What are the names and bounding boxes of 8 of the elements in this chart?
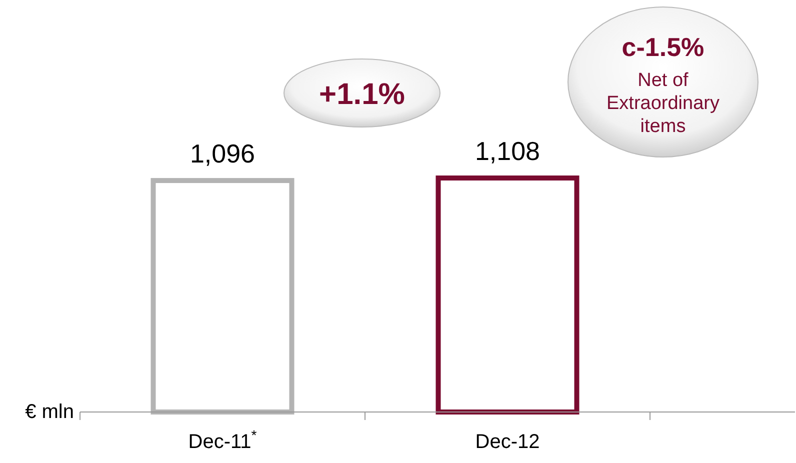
text: Net of Extraordinary items xyxy=(606,70,720,137)
x-tick-label: Dec-11$^{*}$ xyxy=(188,427,258,453)
x-tick-label: Dec-12 xyxy=(475,431,540,453)
data-label: 1,096 xyxy=(190,138,256,169)
data-label: 1,108 xyxy=(474,136,540,166)
text: c-1.5% xyxy=(622,32,704,62)
y-axis-title: € mln xyxy=(25,401,74,423)
text: +1.1% xyxy=(319,78,405,111)
